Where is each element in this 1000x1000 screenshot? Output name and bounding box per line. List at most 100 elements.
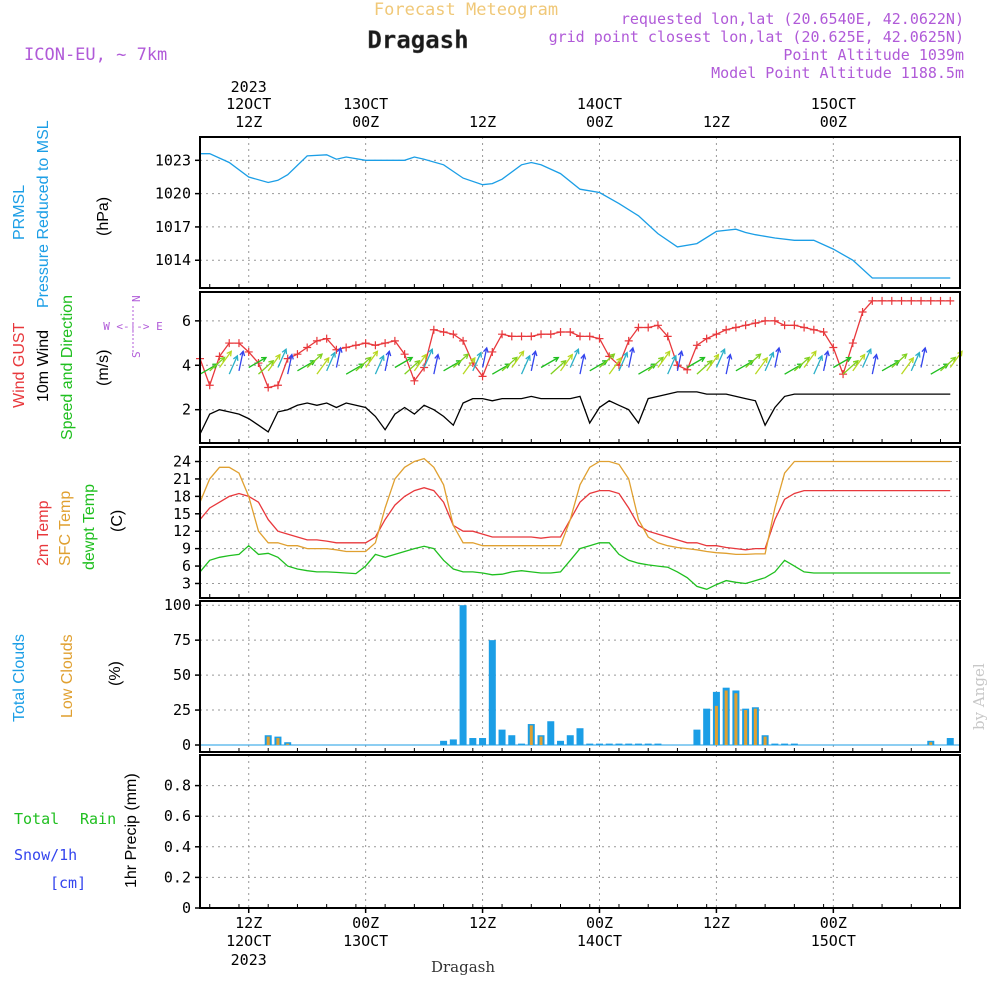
wind-direction-arrowhead (950, 356, 957, 363)
y-tick-label: 75 (173, 631, 191, 649)
wind-direction-arrow (910, 352, 921, 372)
total-cloud-bar (654, 743, 662, 746)
wind-direction-arrowhead (671, 354, 677, 361)
wind-direction-arrow (530, 351, 537, 371)
y-tick-label: 50 (173, 666, 191, 684)
gust-marker (498, 330, 507, 339)
wind-direction-arrow (218, 350, 232, 368)
top-axis-label: 12OCT (226, 95, 271, 113)
wind-direction-arrowhead (317, 353, 324, 360)
top-axis-label: 13OCT (343, 95, 388, 113)
wind-direction-arrowhead (580, 353, 587, 360)
gust-marker (887, 296, 896, 305)
wind-direction-arrow (676, 351, 683, 371)
top-axis-label: 2023 (231, 78, 267, 96)
compass-n: N (130, 295, 143, 302)
top-axis-label: 12Z (469, 113, 496, 131)
wind-direction-arrow (559, 354, 573, 372)
gust-marker (936, 296, 945, 305)
wind-direction-arrow (842, 360, 859, 375)
wind-direction-arrow (209, 356, 226, 372)
total-clouds-label: Total Clouds (11, 634, 28, 722)
wind-direction-arrow (306, 353, 323, 368)
dewpt-temp-label: dewpt Temp (81, 484, 98, 570)
wind-direction-arrow (833, 356, 851, 369)
wind-direction-arrowhead (811, 350, 817, 357)
total-cloud-bar (644, 743, 652, 746)
wind-direction-arrowhead (664, 350, 671, 357)
wind-direction-arrow (891, 353, 908, 368)
y-tick-label: 18 (173, 487, 191, 505)
wind-direction-arrow (861, 348, 872, 368)
gust-marker (322, 334, 331, 343)
y-tick-label: 1020 (155, 185, 191, 203)
wind-direction-arrowhead (531, 349, 538, 357)
y-tick-label: 1023 (155, 151, 191, 169)
total-cloud-bar (566, 735, 574, 746)
series-line-prmsl (200, 153, 951, 279)
low-cloud-bar (714, 705, 718, 746)
location-title: Dragash (367, 26, 468, 54)
y-tick-label: 2 (182, 401, 191, 419)
gust-marker (644, 323, 653, 332)
wind-direction-arrow (374, 355, 385, 375)
low-cloud-bar (539, 736, 543, 746)
total-cloud-bar (771, 743, 779, 746)
gridpoint-coords: grid point closest lon,lat (20.625E, 42.… (549, 28, 964, 46)
panel-precipitation: 0 0.2 0.4 0.6 0.8 (164, 754, 961, 917)
wind-direction-arrowhead (560, 359, 567, 366)
plot-area: 1014101710201023246369121518212402550751… (155, 78, 963, 969)
wind-direction-arrow (774, 347, 780, 368)
wind-direction-arrowhead (915, 351, 921, 358)
cloud-labels: Total Clouds Low Clouds (%) (11, 634, 124, 722)
wind-direction-arrow (433, 354, 439, 375)
bottom-axis-label: 12Z (469, 914, 496, 932)
sfc-temp-label: SFC Temp (57, 491, 74, 566)
gust-marker (264, 383, 273, 392)
wind-direction-arrow (793, 356, 810, 372)
series-line-2m-temp (199, 487, 951, 551)
gust-marker (400, 350, 409, 359)
gust-marker (761, 316, 770, 325)
point-altitude: Point Altitude 1039m (783, 46, 964, 64)
wind-direction-arrowhead (518, 350, 525, 357)
bottom-axis-label: 00Z (820, 914, 847, 932)
wind-direction-arrow (413, 354, 427, 372)
wind-direction-arrowhead (427, 347, 434, 355)
gust-marker (244, 347, 253, 356)
wind-gust-label: Wind GUST (11, 322, 28, 408)
wind-direction-arrowhead (407, 356, 414, 363)
gust-marker (215, 352, 224, 361)
y-tick-label: 0 (182, 736, 191, 754)
gust-marker (829, 343, 838, 352)
wind-direction-arrowhead (421, 353, 427, 360)
wind-direction-arrow (287, 354, 293, 375)
total-cloud-bar (479, 738, 487, 746)
wind-direction-arrow (901, 357, 914, 375)
wind-direction-arrow (277, 348, 287, 368)
wind-direction-arrowhead (525, 354, 531, 361)
wind-direction-arrow (745, 353, 761, 368)
wind-direction-arrowhead (330, 351, 336, 358)
wind-direction-arrowhead (323, 356, 330, 364)
gust-marker (692, 341, 701, 350)
wind-direction-arrowhead (817, 354, 824, 361)
bottom-axis-label: 12Z (703, 914, 730, 932)
wind-direction-arrowhead (482, 346, 489, 353)
wind-direction-arrow (871, 354, 878, 375)
top-axis-label: 12Z (703, 113, 730, 131)
wind-direction-arrow (540, 356, 559, 369)
top-title: Forecast Meteogram (374, 0, 558, 20)
wind-direction-arrowhead (414, 359, 421, 366)
gust-marker (741, 321, 750, 330)
gust-marker (624, 336, 633, 345)
wind-direction-arrow (423, 348, 433, 368)
total-cloud-bar (508, 735, 516, 746)
gust-marker (351, 341, 360, 350)
total-cloud-bar (693, 729, 701, 746)
total-cloud-bar (781, 743, 789, 746)
gust-marker (819, 327, 828, 336)
low-cloud-bar (929, 742, 933, 746)
gust-marker (663, 332, 672, 341)
gust-marker (517, 332, 526, 341)
